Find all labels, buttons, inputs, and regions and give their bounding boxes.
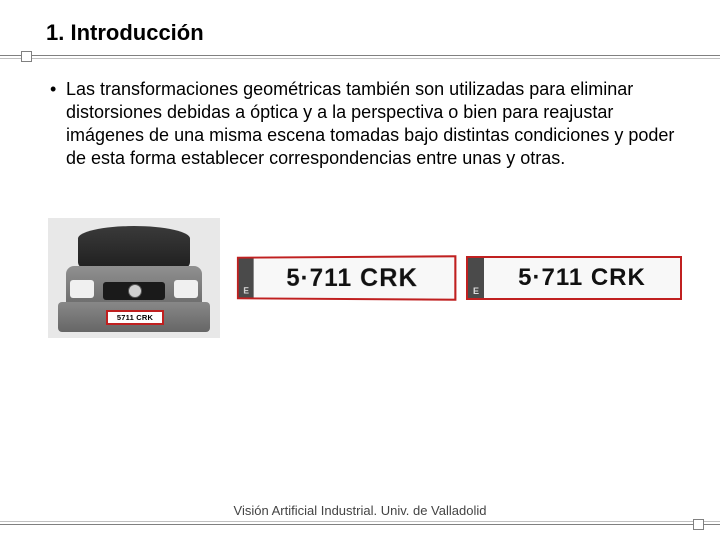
plate-eu-band-flat: E [468,258,484,298]
body-text-content: Las transformaciones geométricas también… [66,79,674,168]
bullet-icon: • [50,78,56,101]
slide-title: 1. Introducción [46,20,692,46]
image-row: 5711 CRK E 5·711 CRK E 5·711 CRK [48,218,692,338]
plate-number-perspective: 5·711 CRK [254,263,455,293]
slide-container: 1. Introducción • Las transformaciones g… [0,0,720,540]
plate-rectified: E 5·711 CRK [466,256,682,300]
footer-line-light [0,521,720,522]
title-divider [28,50,692,64]
divider-square-icon [21,51,32,62]
body-paragraph: • Las transformaciones geométricas tambi… [50,78,686,170]
footer-square-icon [693,519,704,530]
plate-perspective: E 5·711 CRK [237,255,457,301]
plate-eu-band: E [239,259,254,298]
footer-line-dark [0,524,720,525]
footer-text: Visión Artificial Industrial. Univ. de V… [0,503,720,518]
car-plate-small: 5711 CRK [106,310,164,325]
car-photo: 5711 CRK [48,218,220,338]
plate-number-flat: 5·711 CRK [484,264,680,292]
